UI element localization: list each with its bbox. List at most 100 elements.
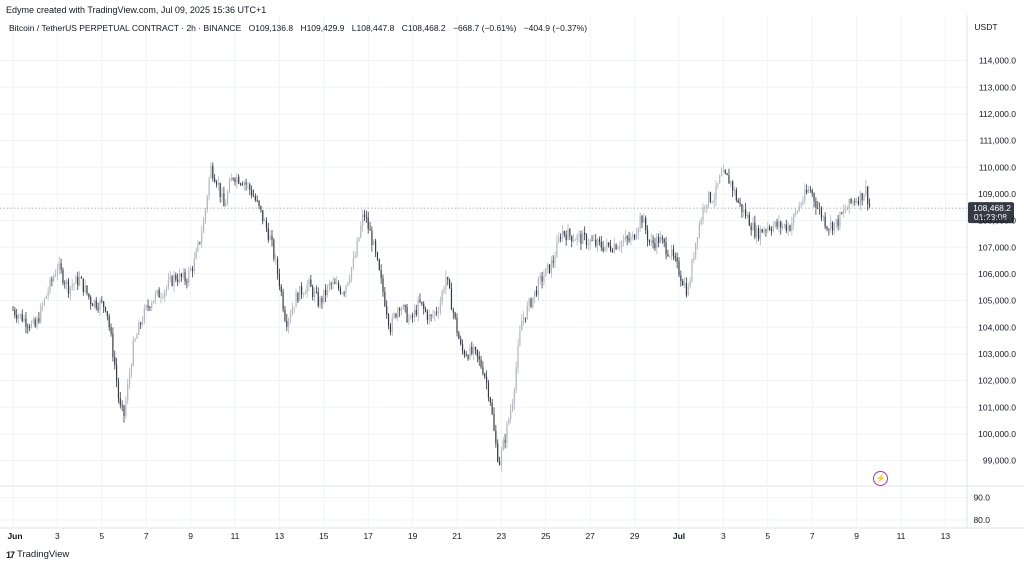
candle-body xyxy=(447,276,449,280)
time-tick-label: 11 xyxy=(231,531,240,541)
candle-body xyxy=(199,242,201,243)
candle-body xyxy=(661,237,663,240)
candle-body xyxy=(284,309,286,321)
candle-body xyxy=(517,345,519,368)
candle-body xyxy=(826,226,828,230)
tradingview-name: TradingView xyxy=(17,549,70,560)
candle-body xyxy=(621,241,623,247)
candle-body xyxy=(685,283,687,296)
candle-body xyxy=(785,224,787,231)
price-tick-label: 102,000.0 xyxy=(978,376,1016,386)
candle-body xyxy=(332,282,334,285)
candle-body xyxy=(295,293,297,308)
candle-body xyxy=(178,273,181,282)
candle-body xyxy=(308,279,310,285)
candle-body xyxy=(104,306,107,312)
candle-body xyxy=(267,228,269,240)
last-price-label-bg xyxy=(968,202,1014,224)
candle-body xyxy=(43,298,46,305)
candle-body xyxy=(121,404,123,406)
candle-body xyxy=(584,232,586,235)
candle-body xyxy=(419,299,421,302)
candle-body xyxy=(582,232,584,244)
price-tick-label: 111,000.0 xyxy=(979,136,1016,146)
candle-body xyxy=(275,258,277,260)
candle-body xyxy=(576,235,578,241)
candle-body xyxy=(465,355,467,357)
candle-body xyxy=(628,238,630,241)
time-tick-label: 7 xyxy=(810,531,815,541)
candle-body xyxy=(82,278,84,292)
time-tick-label: 17 xyxy=(363,531,373,541)
candle-body xyxy=(278,274,280,287)
price-axis: 99,000.0 100,000.0 101,000.0 102,000.0 103,0… xyxy=(973,22,1016,525)
candle-body xyxy=(345,285,347,294)
candle-body xyxy=(225,203,227,207)
candle-body xyxy=(696,237,699,243)
candle-body xyxy=(208,178,210,197)
candle-body xyxy=(190,268,192,271)
candle-body xyxy=(347,282,349,286)
candle-body xyxy=(735,189,737,201)
candle-body xyxy=(130,365,132,375)
candle-body xyxy=(439,302,441,313)
time-tick-label: 15 xyxy=(319,531,329,541)
candle-body xyxy=(112,333,114,357)
candle-body xyxy=(151,303,153,308)
candle-body xyxy=(365,216,367,218)
candle-body xyxy=(837,219,839,227)
candle-body xyxy=(313,291,316,297)
candle-body xyxy=(201,232,203,243)
candle-body xyxy=(757,228,760,240)
candle-body xyxy=(149,307,151,308)
candle-body xyxy=(535,290,538,296)
candle-body xyxy=(650,240,652,243)
candle-body xyxy=(737,200,739,203)
candle-body xyxy=(569,229,571,236)
time-tick-label: 21 xyxy=(452,531,462,541)
candle-body xyxy=(17,315,20,319)
candle-body xyxy=(641,216,643,223)
chart-grid xyxy=(0,15,1024,529)
candle-body xyxy=(66,280,68,284)
price-tick-label: 106,000.0 xyxy=(978,269,1016,279)
candle-body xyxy=(49,279,51,292)
candle-body xyxy=(114,356,116,365)
candle-body xyxy=(706,204,708,208)
candle-body xyxy=(434,311,436,316)
candle-body xyxy=(380,269,382,279)
candle-body xyxy=(772,225,774,232)
candle-body xyxy=(669,255,671,257)
candle-body xyxy=(489,397,491,403)
candle-body xyxy=(258,200,260,206)
candle-body xyxy=(221,193,223,197)
candle-body xyxy=(273,240,275,259)
candle-body xyxy=(80,277,83,279)
tradingview-branding[interactable]: 17 TradingView xyxy=(6,549,69,560)
price-tick-label: 112,000.0 xyxy=(979,109,1016,119)
candle-body xyxy=(245,182,247,185)
candle-body xyxy=(637,228,639,235)
candle-body xyxy=(748,214,750,226)
candle-body xyxy=(652,240,654,244)
candle-body xyxy=(93,300,95,307)
candle-body xyxy=(71,285,73,287)
candle-body xyxy=(510,409,512,420)
chart-overlay: 108,468.201:23:08 xyxy=(0,202,1014,224)
candle-body xyxy=(852,201,854,203)
candle-body xyxy=(750,225,752,231)
lightning-icon[interactable]: ⚡ xyxy=(873,471,888,486)
candle-body xyxy=(282,291,284,310)
candle-body xyxy=(563,231,565,235)
candle-body xyxy=(38,318,40,323)
candle-body xyxy=(861,193,863,201)
symbol-title[interactable]: Bitcoin / TetherUS PERPETUAL CONTRACT · … xyxy=(9,23,242,33)
candle-body xyxy=(103,301,105,307)
candle-body xyxy=(363,214,366,217)
candle-body xyxy=(515,367,517,390)
candle-body xyxy=(491,402,493,414)
candle-body xyxy=(787,225,789,231)
candle-body xyxy=(561,231,564,239)
candle-body xyxy=(863,194,865,201)
